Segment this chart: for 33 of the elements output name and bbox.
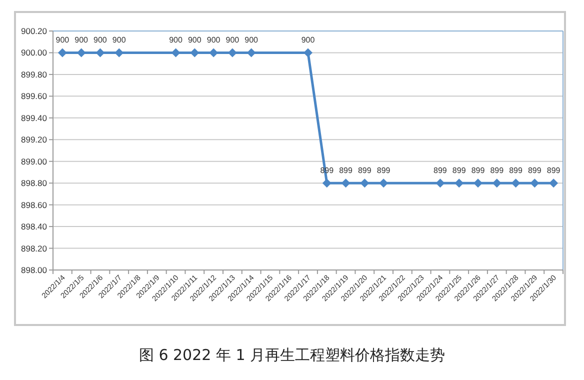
- y-tick-label: 899.60: [21, 91, 48, 102]
- y-tick-label: 898.60: [21, 200, 48, 210]
- data-label: 899: [546, 166, 561, 176]
- data-label: 899: [376, 166, 391, 176]
- data-label: 900: [74, 36, 89, 45]
- text: 图 6 2022 年 1 月再生工程塑料价格指数走势: [138, 346, 446, 364]
- y-tick-label: 899.40: [21, 112, 48, 123]
- data-label: 900: [169, 36, 183, 45]
- y-tick-label: 898.00: [21, 265, 48, 275]
- data-label: 900: [56, 36, 70, 45]
- data-label: 900: [206, 36, 221, 45]
- y-tick-label: 900.00: [21, 48, 48, 58]
- data-label: 899: [434, 166, 448, 176]
- data-label: 899: [452, 166, 466, 176]
- data-label: 900: [94, 36, 108, 45]
- y-tick-label: 900.20: [21, 26, 48, 36]
- data-label: 900: [301, 36, 316, 45]
- data-label: 900: [188, 36, 202, 45]
- data-label: 899: [509, 166, 523, 176]
- y-tick-label: 899.00: [21, 156, 48, 166]
- y-tick-label: 899.20: [21, 134, 48, 145]
- data-label: 899: [339, 166, 353, 176]
- y-tick-label: 899.80: [21, 69, 48, 80]
- y-tick-label: 898.80: [21, 178, 48, 188]
- data-label: 900: [112, 36, 126, 45]
- y-tick-label: 898.20: [21, 243, 48, 254]
- data-label: 900: [244, 36, 259, 45]
- data-label: 899: [358, 166, 372, 176]
- y-tick-label: 898.40: [21, 222, 48, 232]
- data-label: 899: [528, 166, 542, 176]
- data-label: 900: [226, 36, 240, 45]
- data-label: 899: [490, 166, 504, 176]
- data-label: 899: [471, 166, 486, 176]
